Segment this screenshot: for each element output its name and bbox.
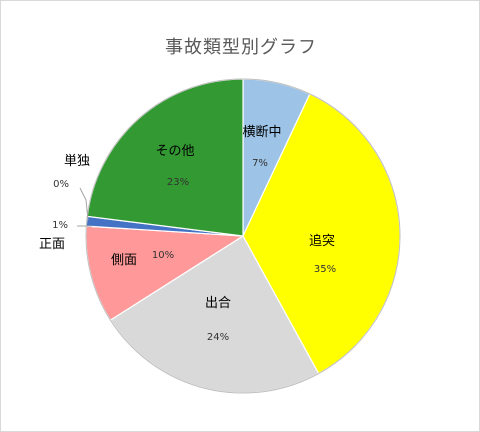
category-label-slice-3: 出合 [205, 296, 231, 311]
category-label-slice-4: 側面 [111, 253, 137, 268]
percent-label-slice-7: 23% [167, 177, 189, 188]
category-label-slice-6: 単独 [64, 153, 90, 169]
category-label-slice-2: 追突 [309, 233, 335, 249]
pie-slices [85, 78, 401, 394]
data-labels: 横断中 7% 追突 35% 出合 24% 側面 10% 正面 1% 単独 0% その他 23% [39, 125, 336, 343]
leader-line-slice-6 [79, 187, 89, 221]
leader-lines [77, 187, 92, 227]
percent-label-slice-5: 1% [52, 220, 68, 231]
percent-label-slice-2: 35% [314, 264, 336, 275]
category-label-slice-7: その他 [155, 144, 194, 159]
category-label-slice-5: 正面 [39, 237, 65, 252]
percent-label-slice-6: 0% [53, 179, 69, 190]
percent-label-slice-1: 7% [252, 158, 268, 169]
pie-outline [85, 78, 401, 394]
category-label-slice-1: 横断中 [242, 125, 281, 140]
percent-label-slice-4: 10% [152, 250, 174, 261]
percent-label-slice-3: 24% [207, 332, 229, 343]
chart-title: 事故類型別グラフ [165, 37, 317, 58]
